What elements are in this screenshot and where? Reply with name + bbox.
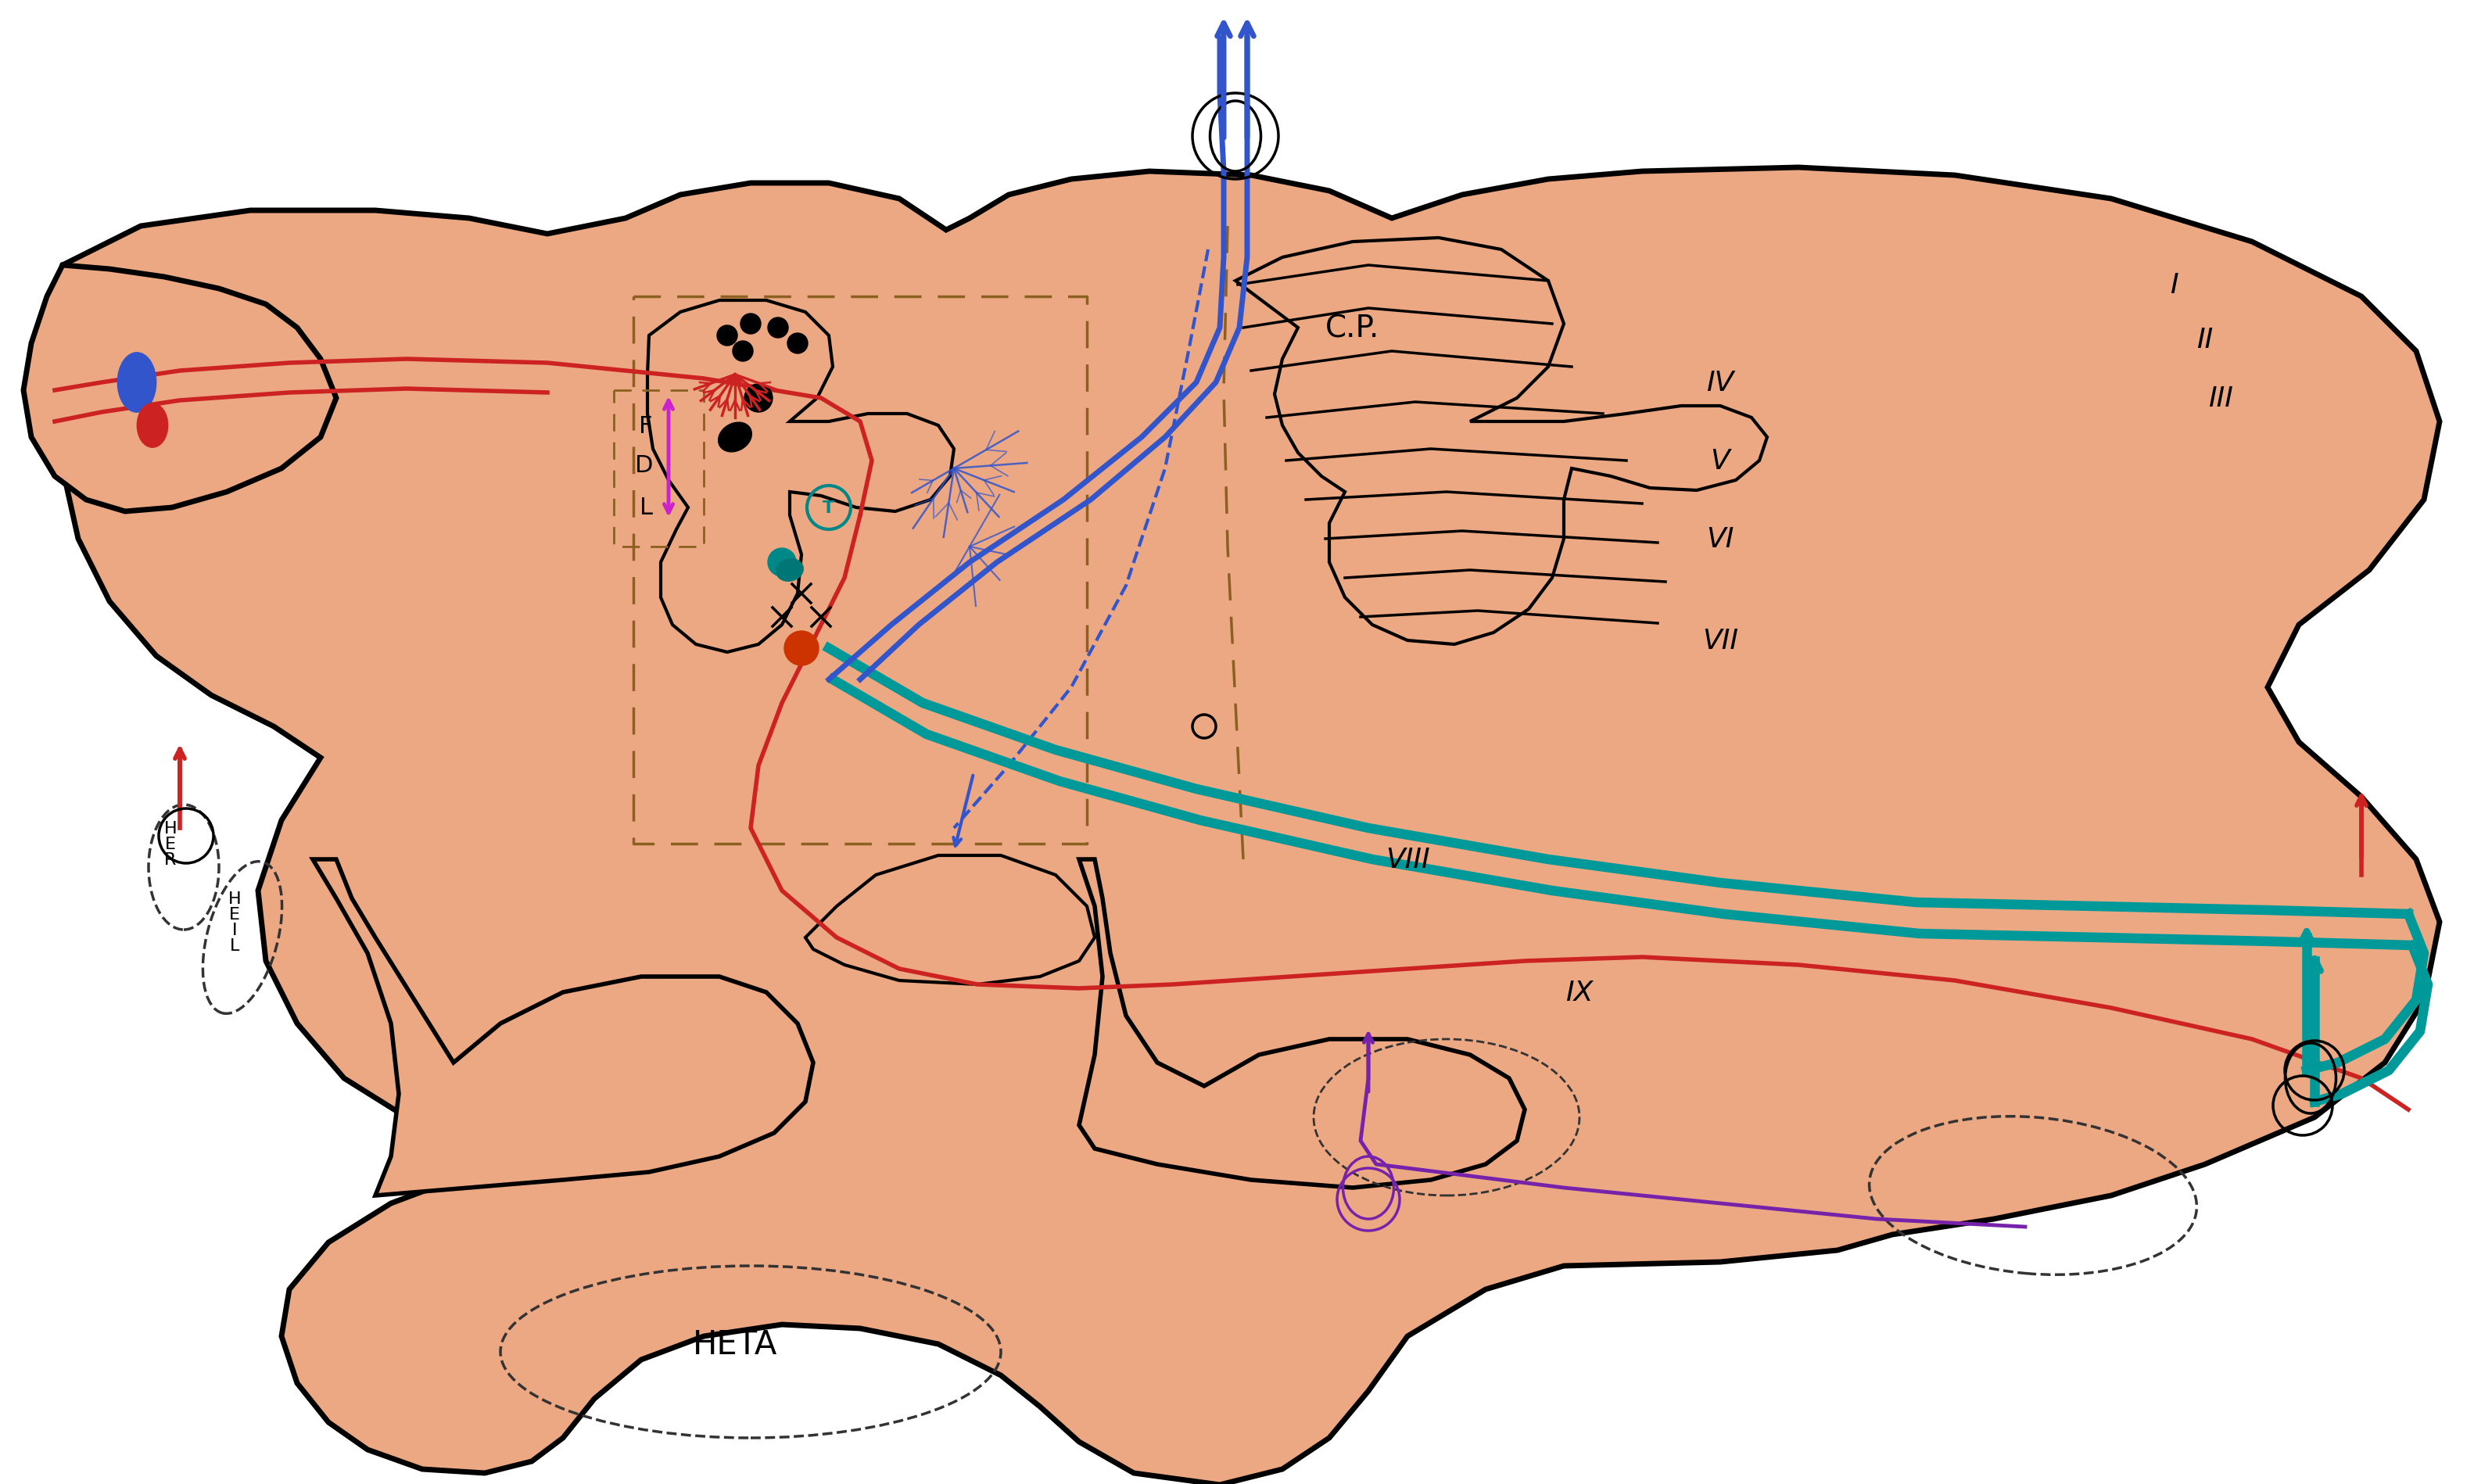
Text: H
E
I
L: H E I L — [228, 890, 240, 953]
Polygon shape — [22, 266, 336, 512]
Circle shape — [717, 326, 737, 346]
Ellipse shape — [777, 559, 804, 582]
Polygon shape — [312, 859, 814, 1196]
Polygon shape — [1235, 239, 1766, 644]
Text: F: F — [638, 414, 653, 438]
Circle shape — [784, 631, 819, 666]
Text: C.P.: C.P. — [1326, 313, 1380, 343]
Circle shape — [767, 549, 797, 577]
Text: V: V — [1710, 448, 1729, 475]
Text: T: T — [824, 500, 834, 516]
Circle shape — [767, 318, 789, 338]
Circle shape — [740, 315, 762, 334]
Ellipse shape — [119, 353, 156, 413]
Text: VI: VI — [1707, 525, 1734, 552]
Text: L: L — [641, 497, 653, 519]
Text: IX: IX — [1566, 979, 1593, 1006]
Circle shape — [787, 334, 807, 355]
Polygon shape — [1079, 859, 1524, 1187]
Polygon shape — [807, 856, 1094, 985]
Text: III: III — [2209, 386, 2234, 413]
Text: H
E
R: H E R — [163, 821, 178, 868]
Text: II: II — [2197, 326, 2214, 353]
Ellipse shape — [139, 405, 168, 447]
Circle shape — [732, 341, 752, 362]
Polygon shape — [648, 301, 955, 653]
Text: HETA: HETA — [693, 1328, 777, 1361]
Text: VII: VII — [1702, 628, 1739, 654]
Text: I: I — [2170, 272, 2177, 298]
Polygon shape — [54, 168, 2439, 1484]
Ellipse shape — [717, 423, 752, 453]
Circle shape — [745, 384, 772, 413]
Text: D: D — [636, 454, 653, 476]
Text: VIII: VIII — [1385, 846, 1430, 873]
Text: IV: IV — [1707, 370, 1734, 396]
